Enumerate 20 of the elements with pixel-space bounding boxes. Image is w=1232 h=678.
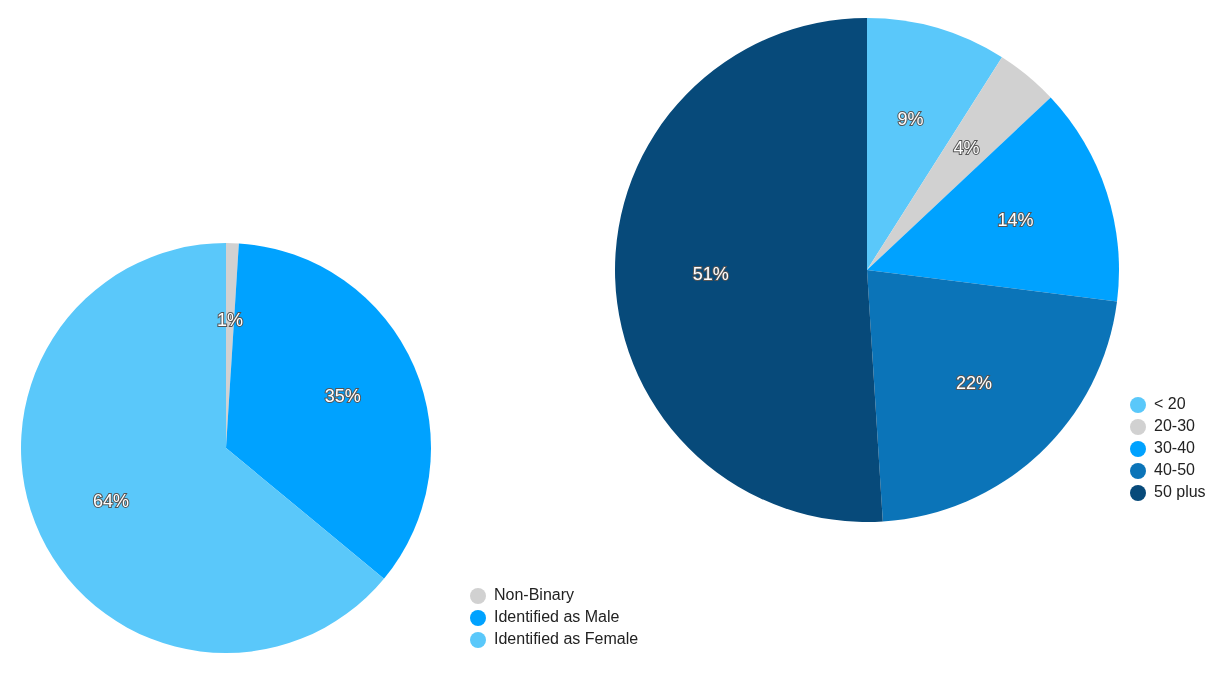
data-label: 4% [953, 138, 980, 159]
pie-slice [867, 270, 1118, 522]
legend-label: Identified as Male [494, 608, 620, 626]
pie-slice [615, 18, 883, 522]
legend-label: 50 plus [1154, 483, 1206, 501]
legend-label: Non-Binary [494, 586, 575, 604]
legend-label: 20-30 [1154, 417, 1196, 435]
legend-label: < 20 [1154, 395, 1186, 413]
pie-slice [21, 243, 384, 653]
data-label: 51% [692, 263, 729, 284]
legend-label: 40-50 [1154, 461, 1196, 479]
pie-slice [867, 97, 1119, 302]
data-label: 35% [324, 386, 361, 407]
legend-label: 30-40 [1154, 439, 1196, 457]
data-label: 22% [955, 372, 992, 393]
pie-slice [867, 57, 1051, 270]
data-label: 64% [92, 490, 130, 511]
data-label: 14% [997, 210, 1034, 231]
legend-label: Identified as Female [494, 630, 639, 648]
data-label: 9% [897, 108, 924, 129]
